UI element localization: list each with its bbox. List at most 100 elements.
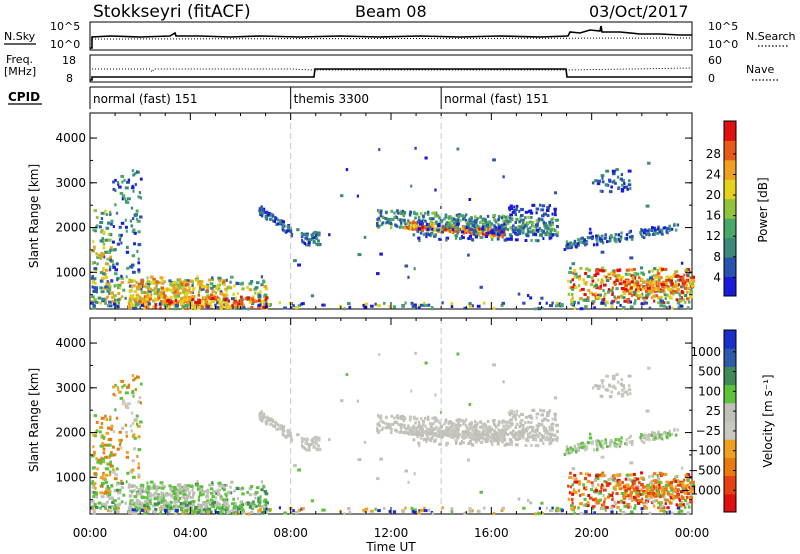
power-cell <box>531 221 535 225</box>
power-cell <box>501 235 504 239</box>
power-cell <box>458 213 461 217</box>
power-cell <box>502 175 505 179</box>
velocity-cell <box>394 428 397 432</box>
velocity-cell <box>640 488 643 492</box>
velocity-cell <box>143 509 147 513</box>
velocity-cell <box>128 489 133 493</box>
power-cell <box>668 225 671 229</box>
power-cell <box>343 307 346 311</box>
velocity-cell <box>215 496 218 500</box>
power-cell <box>104 275 108 279</box>
power-cell <box>610 271 614 275</box>
power-cell <box>486 226 490 230</box>
velocity-cell <box>625 484 629 488</box>
power-cell <box>514 213 518 217</box>
power-cell <box>207 296 211 300</box>
velocity-cell <box>611 504 616 508</box>
power-cell <box>650 283 655 287</box>
velocity-cell <box>121 402 124 406</box>
power-cell <box>418 239 421 243</box>
velocity-cell <box>518 433 522 437</box>
velocity-cell <box>101 435 106 439</box>
velocity-cell <box>583 498 587 501</box>
velocity-cell <box>524 415 529 419</box>
power-cell <box>118 233 121 237</box>
velocity-cell <box>618 444 622 448</box>
velocity-cell <box>271 419 275 423</box>
power-cell <box>651 227 654 231</box>
power-cell <box>418 304 421 308</box>
power-cell <box>190 302 193 306</box>
power-cell <box>529 230 533 234</box>
power-cell <box>252 295 255 299</box>
cpid-segment-label: normal (fast) 151 <box>93 92 197 106</box>
power-cell <box>127 178 131 182</box>
power-cell <box>458 214 461 218</box>
velocity-cell <box>163 504 167 507</box>
velocity-cell <box>281 430 284 434</box>
velocity-cell <box>596 387 601 391</box>
power-cell <box>164 296 168 300</box>
power-cell <box>659 295 663 299</box>
power-cell <box>585 267 589 271</box>
velocity-cell <box>236 507 241 511</box>
velocity-cell <box>395 429 399 433</box>
power-cell <box>93 209 97 213</box>
velocity-cell <box>506 433 509 437</box>
power-cell <box>118 286 122 290</box>
power-cell <box>229 306 233 310</box>
power-cell <box>654 288 658 292</box>
velocity-cell <box>553 412 557 416</box>
velocity-cell <box>648 511 652 515</box>
velocity-cell <box>205 493 209 497</box>
velocity-cell <box>656 436 659 440</box>
power-cell <box>529 226 532 230</box>
velocity-cell <box>626 392 629 396</box>
power-cell <box>540 296 544 300</box>
power-cell <box>210 278 214 281</box>
power-cell <box>262 305 266 309</box>
power-cell <box>448 229 452 233</box>
velocity-cell <box>159 481 164 485</box>
velocity-cell <box>204 505 208 509</box>
power-cell <box>635 272 640 276</box>
power-cell <box>596 234 599 238</box>
velocity-cell <box>600 506 605 510</box>
velocity-cell <box>107 426 111 430</box>
velocity-cell <box>428 422 432 426</box>
velocity-cell <box>654 481 658 485</box>
power-cell <box>616 300 620 304</box>
power-cell <box>312 231 317 235</box>
velocity-cell <box>551 428 554 432</box>
power-cell <box>205 298 209 301</box>
power-cell <box>159 306 162 310</box>
power-scatter <box>90 113 696 311</box>
velocity-cell <box>660 435 664 438</box>
power-cell <box>431 307 434 311</box>
velocity-cell <box>252 500 255 504</box>
power-cell <box>297 304 301 308</box>
velocity-cell <box>649 489 652 493</box>
power-cell <box>630 237 634 241</box>
velocity-cell <box>540 433 543 437</box>
velocity-cell <box>668 433 672 437</box>
power-cell <box>428 222 432 226</box>
power-cell <box>166 296 169 300</box>
power-cell <box>587 268 592 272</box>
power-cell <box>177 292 182 295</box>
power-cell <box>609 288 614 292</box>
power-cell <box>638 293 643 297</box>
velocity-cell <box>230 480 234 484</box>
power-cell <box>586 296 590 300</box>
power-cell <box>133 231 137 235</box>
power-cell <box>628 231 631 235</box>
power-cell <box>497 215 501 219</box>
power-cell <box>583 238 586 242</box>
power-cell <box>173 303 176 307</box>
power-cell <box>430 219 433 223</box>
colorbar-segment <box>724 140 736 161</box>
velocity-cell <box>614 386 617 390</box>
power-cell <box>404 222 407 226</box>
power-cell <box>635 279 639 283</box>
power-cell <box>534 307 537 311</box>
